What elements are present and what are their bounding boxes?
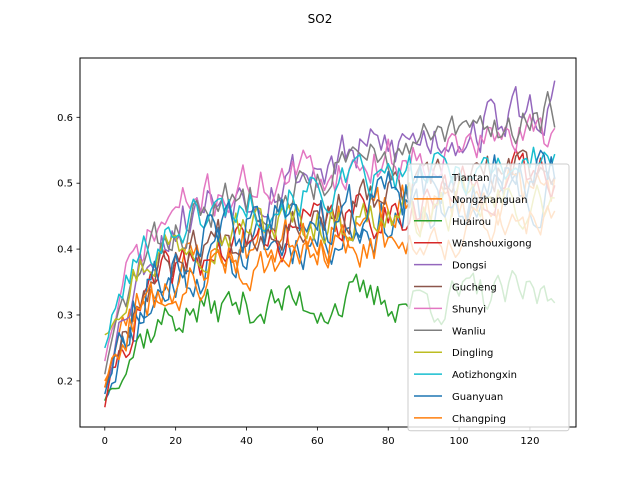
legend-label-huairou: Huairou: [452, 217, 491, 228]
legend-label-gucheng: Gucheng: [452, 283, 497, 294]
legend-label-wanliu: Wanliu: [452, 326, 486, 337]
y-tick-label: 0.5: [57, 179, 73, 190]
x-tick-label: 100: [450, 436, 469, 447]
legend-label-shunyi: Shunyi: [452, 304, 486, 315]
y-axis-ticks: 0.2 0.3 0.4 0.5 0.6: [57, 113, 80, 387]
x-tick-label: 0: [102, 436, 108, 447]
legend-label-aotizhongxin: Aotizhongxin: [452, 370, 517, 381]
x-tick-label: 60: [311, 436, 324, 447]
x-tick-label: 20: [169, 436, 182, 447]
x-axis-ticks: 0 20 40 60 80 100 120: [102, 427, 539, 447]
y-tick-label: 0.3: [57, 310, 73, 321]
chart-title: SO2: [308, 12, 333, 26]
y-tick-label: 0.6: [57, 113, 73, 124]
legend-label-changping: Changping: [452, 414, 506, 425]
legend: Tiantan Nongzhanguan Huairou Wanshouxigong D…: [407, 163, 570, 432]
y-tick-label: 0.4: [57, 245, 73, 256]
series-line-dongsi: [104, 80, 556, 388]
legend-label-nongzhanguan: Nongzhanguan: [452, 195, 528, 206]
plot-frame: [79, 57, 577, 428]
y-tick-label: 0.2: [57, 376, 73, 387]
legend-label-dingling: Dingling: [452, 348, 493, 359]
legend-label-wanshouxigong: Wanshouxigong: [452, 239, 532, 250]
x-tick-label: 40: [240, 436, 253, 447]
legend-label-tiantan: Tiantan: [451, 173, 489, 184]
series-line-shunyi: [104, 113, 556, 362]
legend-label-dongsi: Dongsi: [452, 261, 487, 272]
x-tick-label: 80: [382, 436, 395, 447]
legend-box: [407, 163, 570, 432]
x-tick-label: 120: [520, 436, 539, 447]
legend-label-guanyuan: Guanyuan: [452, 392, 503, 403]
